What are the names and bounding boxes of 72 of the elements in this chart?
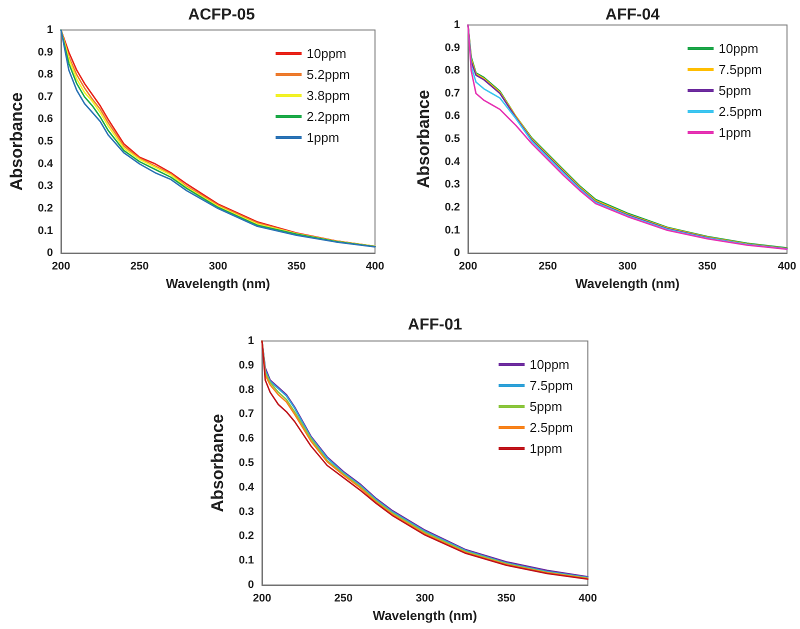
x-tick-label: 250 [334,592,353,604]
y-tick-label: 0.2 [238,530,254,542]
chart-title: AFF-04 [605,6,660,24]
y-tick-label: 0.2 [444,201,460,214]
x-tick-label: 300 [618,260,637,273]
y-tick-label: 0.7 [38,90,53,103]
y-tick-label: 0 [248,579,254,591]
x-tick-label: 200 [52,260,70,273]
y-tick-label: 0.4 [444,156,461,168]
y-tick-label: 0.5 [38,136,53,148]
x-axis-title: Wavelength (nm) [575,276,680,291]
y-axis-title: Absorbance [414,90,433,188]
legend-label: 1ppm [306,130,340,145]
x-tick-label: 200 [458,260,478,273]
x-tick-label: 300 [416,592,434,604]
x-tick-label: 200 [252,592,272,604]
legend-label: 2.2ppm [306,109,350,124]
y-tick-label: 0.1 [444,224,460,236]
x-tick-label: 350 [497,592,516,604]
y-tick-label: 1 [454,19,460,31]
y-tick-label: 0.9 [38,46,53,58]
y-tick-label: 0.8 [38,68,53,81]
legend-label: 10ppm [530,357,570,372]
y-tick-label: 1 [46,24,53,36]
y-tick-label: 0.1 [38,224,53,237]
y-tick-label: 0.3 [38,180,53,192]
chart-title: ACFP-05 [188,6,255,24]
legend-label: 7.5ppm [530,378,574,393]
legend-label: 5.2ppm [306,67,350,82]
y-tick-label: 0.9 [444,42,460,54]
y-tick-label: 0.6 [238,432,254,445]
legend-label: 10ppm [718,41,758,56]
y-tick-label: 0 [46,247,53,260]
x-tick-label: 250 [538,260,557,273]
y-tick-label: 0.7 [444,87,460,100]
legend-label: 1ppm [530,441,562,456]
legend-label: 10ppm [306,46,346,61]
x-tick-label: 350 [287,260,306,273]
chart-title: AFF-01 [408,316,462,334]
legend-label: 2.5ppm [530,420,574,435]
legend-label: 2.5ppm [718,104,762,119]
x-tick-label: 400 [366,260,384,273]
y-tick-label: 0.5 [238,457,254,469]
y-axis-title: Absorbance [208,414,227,512]
y-tick-label: 0.7 [238,408,254,420]
y-tick-label: 0.6 [444,110,460,122]
y-tick-label: 0.8 [444,64,460,77]
y-tick-label: 0.6 [38,113,53,126]
legend-label: 1ppm [718,125,752,140]
x-axis-title: Wavelength (nm) [372,608,478,623]
y-tick-label: 0.5 [444,133,460,146]
y-tick-label: 0.9 [238,359,254,372]
legend-label: 5ppm [530,399,562,414]
x-tick-label: 300 [208,260,228,273]
legend-label: 3.8ppm [306,88,350,103]
y-tick-label: 0.8 [238,384,254,396]
y-tick-label: 0 [454,247,460,260]
x-tick-label: 350 [698,260,716,273]
y-tick-label: 1 [248,335,254,347]
y-tick-label: 0.3 [238,506,254,518]
y-tick-label: 0.4 [38,158,54,170]
legend-label: 5ppm [718,83,752,98]
y-tick-label: 0.4 [238,481,255,494]
legend-label: 7.5ppm [718,62,762,77]
x-tick-label: 400 [778,260,796,273]
y-tick-label: 0.3 [444,178,460,191]
y-tick-label: 0.1 [238,554,254,567]
y-tick-label: 0.2 [38,202,53,214]
x-tick-label: 250 [130,260,149,273]
y-axis-title: Absorbance [7,92,26,191]
x-tick-label: 400 [578,592,598,604]
x-axis-title: Wavelength (nm) [166,276,270,291]
